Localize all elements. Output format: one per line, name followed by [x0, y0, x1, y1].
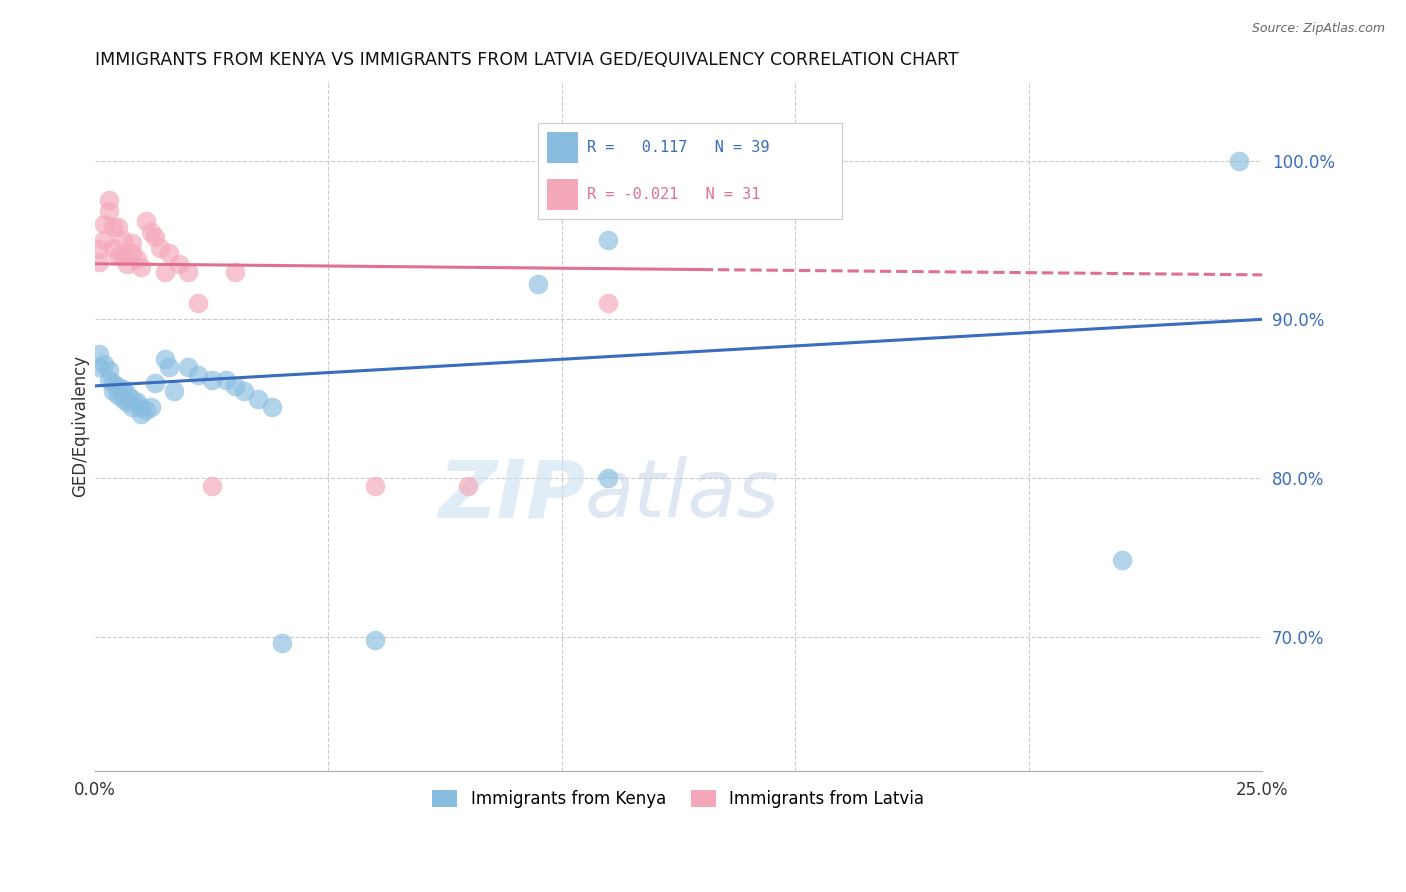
Point: [89, 359, 111, 374]
Point: [598, 233, 620, 247]
Point: [167, 257, 190, 271]
Point: [103, 220, 125, 235]
Point: [139, 225, 162, 239]
Point: [121, 392, 143, 406]
Y-axis label: GED/Equivalency: GED/Equivalency: [72, 355, 89, 498]
Point: [364, 479, 387, 493]
Point: [177, 359, 200, 374]
Point: [153, 265, 176, 279]
Point: [121, 245, 143, 260]
Point: [145, 376, 167, 390]
Point: [131, 260, 153, 274]
Point: [125, 394, 148, 409]
Point: [139, 400, 162, 414]
Point: [97, 373, 120, 387]
Point: [107, 249, 129, 263]
Point: [97, 204, 120, 219]
Point: [163, 384, 186, 398]
Point: [111, 382, 134, 396]
Point: [97, 194, 120, 208]
Point: [159, 359, 181, 374]
Point: [93, 217, 115, 231]
Point: [247, 392, 270, 406]
Point: [598, 296, 620, 310]
Point: [111, 249, 134, 263]
Point: [214, 373, 236, 387]
Point: [89, 347, 111, 361]
Point: [125, 252, 148, 266]
Point: [364, 632, 387, 647]
Point: [224, 379, 246, 393]
Point: [224, 265, 246, 279]
Point: [117, 394, 139, 409]
Point: [131, 400, 153, 414]
Point: [270, 636, 292, 650]
Point: [135, 402, 157, 417]
Point: [93, 357, 115, 371]
Point: [200, 373, 222, 387]
Point: [107, 380, 129, 394]
Point: [159, 245, 181, 260]
Point: [93, 233, 115, 247]
Point: [233, 384, 256, 398]
Point: [103, 376, 125, 390]
Point: [1227, 153, 1250, 168]
Point: [200, 479, 222, 493]
Point: [186, 296, 208, 310]
Point: [121, 236, 143, 251]
Point: [121, 400, 143, 414]
Point: [457, 479, 479, 493]
Point: [111, 233, 134, 247]
Point: [117, 257, 139, 271]
Text: IMMIGRANTS FROM KENYA VS IMMIGRANTS FROM LATVIA GED/EQUIVALENCY CORRELATION CHAR: IMMIGRANTS FROM KENYA VS IMMIGRANTS FROM…: [94, 51, 959, 69]
Point: [153, 351, 176, 366]
Point: [145, 229, 167, 244]
Point: [135, 214, 157, 228]
Point: [262, 400, 284, 414]
Text: ZIP: ZIP: [437, 457, 585, 534]
Point: [186, 368, 208, 382]
Point: [177, 265, 200, 279]
Point: [131, 408, 153, 422]
Point: [103, 384, 125, 398]
Point: [527, 277, 550, 292]
Point: [149, 241, 172, 255]
Point: [107, 220, 129, 235]
Point: [89, 243, 111, 257]
Text: atlas: atlas: [585, 457, 780, 534]
Point: [598, 471, 620, 485]
Text: Source: ZipAtlas.com: Source: ZipAtlas.com: [1251, 22, 1385, 36]
Point: [117, 387, 139, 401]
Point: [89, 255, 111, 269]
Point: [103, 241, 125, 255]
Point: [1111, 553, 1133, 567]
Point: [97, 363, 120, 377]
Legend: Immigrants from Kenya, Immigrants from Latvia: Immigrants from Kenya, Immigrants from L…: [426, 783, 931, 814]
Point: [111, 392, 134, 406]
Point: [107, 388, 129, 402]
